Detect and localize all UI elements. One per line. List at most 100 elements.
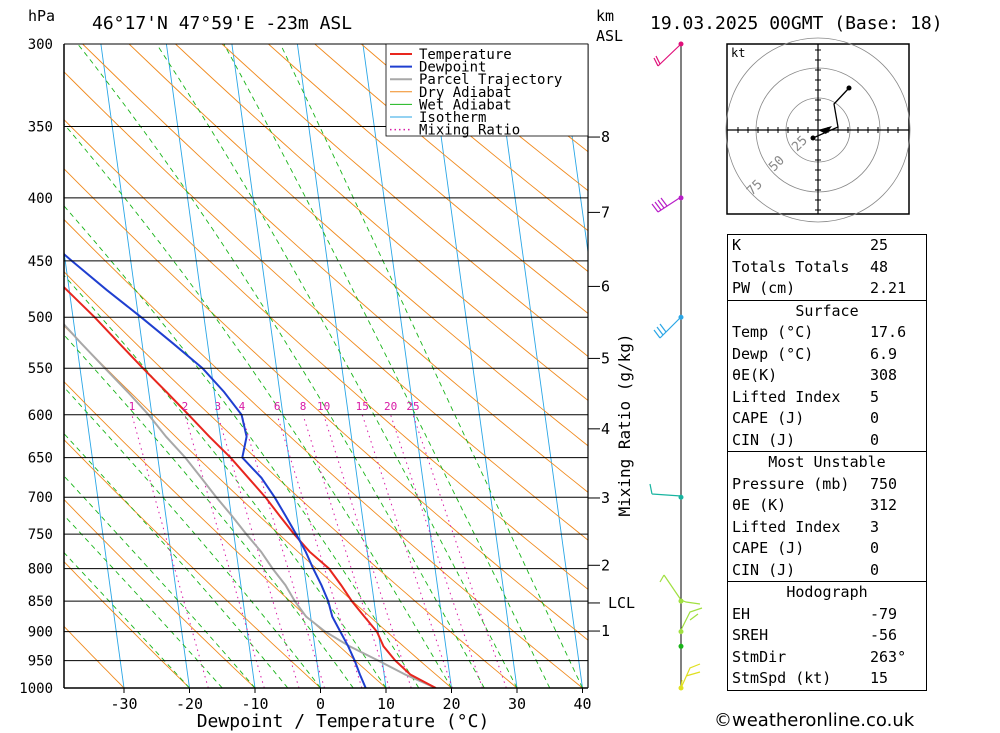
datetime-title: 19.03.2025 00GMT (Base: 18)	[650, 13, 943, 34]
hodograph-stat-label: StmDir	[732, 647, 787, 666]
x-tick-label: -10	[241, 695, 268, 713]
dry-adiabat-line	[64, 71, 588, 541]
surface-value: 0	[870, 430, 880, 449]
surface-value: 17.6	[870, 323, 907, 341]
mixing-ratio-line	[217, 414, 300, 688]
wet-adiabat-line	[223, 44, 551, 688]
wet-adiabat-line	[64, 205, 420, 688]
surface-label: Temp (°C)	[732, 323, 814, 341]
mixing-ratio-axis-label: Mixing Ratio (g/kg)	[615, 333, 634, 516]
isotherm-line	[362, 44, 452, 688]
isotherm-line	[493, 44, 583, 688]
dry-adiabat-line	[64, 381, 387, 688]
surface-row: Temp (°C) 17.6	[728, 322, 926, 344]
most-unstable-value: 0	[870, 560, 880, 579]
surface-label: Dewp (°C)	[732, 344, 814, 363]
most-unstable-value: 3	[870, 517, 880, 536]
index-label: Totals Totals	[732, 257, 850, 276]
mixing-ratio-line	[184, 414, 265, 688]
x-tick-label: 0	[316, 695, 325, 713]
wind-barb-1000	[680, 663, 701, 689]
dry-adiabat-line	[64, 625, 125, 688]
wet-adiabat-line	[64, 123, 452, 688]
pressure-tick-label: 600	[28, 408, 53, 424]
isotherm-line	[100, 44, 190, 688]
isotherm-line	[558, 44, 588, 256]
surface-label: θE(K)	[732, 366, 778, 384]
hodograph-stat-label: SREH	[732, 626, 769, 644]
wind-barb-900	[680, 607, 703, 631]
mixing-ratio-label: 8	[300, 400, 307, 413]
wind-level-dot	[678, 629, 684, 635]
dry-adiabat-line	[174, 44, 588, 402]
most-unstable-label: CAPE (J)	[732, 539, 805, 557]
dry-adiabat-line	[64, 325, 452, 688]
height-unit-km: km	[596, 7, 614, 25]
dry-adiabat-line	[64, 168, 588, 641]
surface-label: Lifted Index	[732, 387, 841, 406]
pressure-tick-label: 450	[28, 254, 53, 270]
wet-adiabat-line	[64, 334, 354, 688]
isotherm-line	[231, 44, 321, 688]
mixing-ratio-label: 6	[274, 400, 281, 413]
most-unstable-row: Pressure (mb) 750	[728, 474, 926, 496]
wind-level-dot	[678, 643, 684, 649]
dry-adiabat-line	[128, 44, 588, 447]
most-unstable-label: θE (K)	[732, 496, 787, 514]
legend-box	[385, 43, 589, 137]
dry-adiabat-line	[360, 44, 588, 232]
hodograph-stat-value: -56	[870, 626, 898, 644]
legend-entry: Isotherm	[419, 110, 486, 126]
legend-entry: Parcel Trajectory	[419, 72, 562, 88]
index-label: K	[732, 236, 742, 254]
pressure-tick-label: 650	[28, 451, 53, 467]
mixing-ratio-label: 3	[214, 400, 221, 413]
most-unstable-value: 750	[870, 474, 898, 493]
hodograph-stat-value: 263°	[870, 647, 907, 666]
legend-entry: Temperature	[419, 47, 512, 63]
mixing-ratio-label: 15	[356, 400, 369, 413]
surface-title: Surface	[795, 301, 859, 320]
surface-label: CIN (J)	[732, 430, 796, 449]
surface-row: CIN (J) 0	[728, 430, 926, 452]
dry-adiabat-line	[221, 44, 588, 357]
x-tick-label: 20	[442, 695, 460, 713]
pressure-tick-label: 850	[28, 594, 53, 610]
index-value: 25	[870, 236, 889, 254]
height-tick-label: 1	[601, 622, 610, 640]
surface-value: 5	[870, 387, 880, 406]
dry-adiabat-line	[64, 498, 256, 688]
pressure-tick-label: 1000	[19, 681, 53, 697]
hodograph-stat-row: SREH -56	[728, 625, 926, 647]
pressure-tick-label: 400	[28, 191, 53, 207]
height-tick-label: 2	[601, 556, 610, 574]
wind-barb-400	[651, 196, 682, 213]
dry-adiabat-line	[64, 271, 518, 688]
storm-motion-arrow	[818, 126, 832, 134]
height-tick-label: 5	[601, 349, 610, 367]
wind-barb-850	[659, 574, 701, 605]
dry-adiabat-line	[64, 439, 321, 688]
surface-row: θE(K) 308	[728, 365, 926, 387]
mixing-ratio-label: 25	[406, 400, 419, 413]
height-tick-label: 7	[601, 203, 610, 221]
hodograph-unit: kt	[731, 46, 745, 60]
pressure-tick-label: 700	[28, 490, 53, 506]
hodograph-stat-value: -79	[870, 604, 898, 623]
location-title: 46°17'N 47°59'E -23m ASL	[92, 13, 352, 34]
x-axis-label: Dewpoint / Temperature (°C)	[197, 711, 490, 732]
mixing-ratio-line	[361, 414, 453, 688]
dry-adiabat-line	[64, 561, 190, 688]
wind-barb-700	[649, 483, 682, 497]
legend-entry: Wet Adiabat	[419, 97, 512, 113]
pressure-tick-label: 900	[28, 625, 53, 641]
hodograph-stat-value: 15	[870, 669, 889, 687]
dry-adiabat-line	[267, 44, 588, 314]
most-unstable-value: 312	[870, 496, 898, 514]
mixing-ratio-label: 20	[384, 400, 397, 413]
most-unstable-label: CIN (J)	[732, 560, 796, 579]
x-tick-label: -30	[110, 695, 137, 713]
mixing-ratio-label: 4	[239, 400, 246, 413]
x-tick-label: 30	[508, 695, 526, 713]
